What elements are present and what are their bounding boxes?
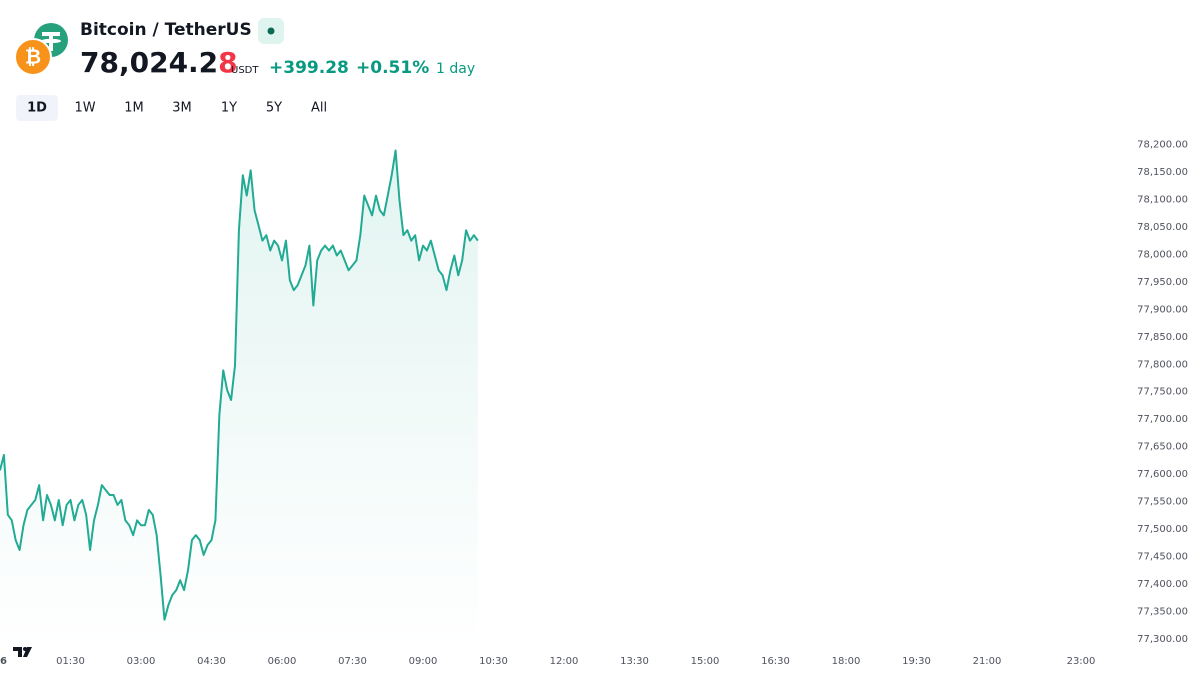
change: +399.28 [269,58,349,78]
x-tick-label: 21:00 [973,656,1002,667]
range-button[interactable]: 3M [172,101,192,116]
x-tick-label: 10:30 [479,656,508,667]
y-tick-label: 77,500.00 [1137,524,1188,535]
range-button[interactable]: All [311,101,327,116]
y-tick-label: 77,750.00 [1137,387,1188,398]
y-tick-label: 77,800.00 [1137,359,1188,370]
y-tick-label: 77,900.00 [1137,304,1188,315]
y-tick-label: 78,000.00 [1137,249,1188,260]
range-button[interactable]: 1D [27,101,47,116]
x-tick-label: 06:00 [268,656,297,667]
symbol-icons: ₿ [14,23,68,76]
x-tick-label: 04:30 [197,656,226,667]
y-tick-label: 77,600.00 [1137,469,1188,480]
y-tick-label: 77,300.00 [1137,634,1188,645]
currency: USDT [231,65,259,76]
y-tick-label: 78,200.00 [1137,139,1188,150]
y-tick-label: 78,100.00 [1137,194,1188,205]
price: 78,024.28 [80,46,238,79]
area-fill [0,150,478,650]
range-button[interactable]: 5Y [266,101,282,116]
x-tick-label: 16:30 [761,656,790,667]
range-button-bg [16,95,58,121]
change-percent: +0.51% [356,58,429,78]
range-button[interactable]: 1W [74,101,95,116]
x-tick-label: 09:00 [409,656,438,667]
period: 1 day [436,61,475,77]
x-tick-label: 26 [0,656,7,667]
x-tick-label: 07:30 [338,656,367,667]
range-button[interactable]: 1Y [221,101,237,116]
range-button[interactable]: 1M [124,101,144,116]
y-tick-label: 77,700.00 [1137,414,1188,425]
x-tick-label: 12:00 [550,656,579,667]
x-tick-label: 15:00 [691,656,720,667]
x-tick-label: 03:00 [127,656,156,667]
y-tick-label: 77,950.00 [1137,277,1188,288]
y-tick-label: 77,850.00 [1137,332,1188,343]
y-tick-label: 77,350.00 [1137,607,1188,618]
x-tick-label: 13:30 [620,656,649,667]
y-tick-label: 78,050.00 [1137,222,1188,233]
x-tick-label: 01:30 [56,656,85,667]
price-line [0,149,479,621]
y-tick-label: 77,650.00 [1137,442,1188,453]
y-tick-label: 77,400.00 [1137,579,1188,590]
y-tick-label: 78,150.00 [1137,167,1188,178]
y-tick-label: 77,450.00 [1137,552,1188,563]
svg-text:₿: ₿ [25,45,41,69]
x-tick-label: 23:00 [1067,656,1096,667]
y-tick-label: 77,550.00 [1137,497,1188,508]
x-tick-label: 19:30 [902,656,931,667]
symbol-title: Bitcoin / TetherUS [80,20,252,40]
x-tick-label: 18:00 [832,656,861,667]
